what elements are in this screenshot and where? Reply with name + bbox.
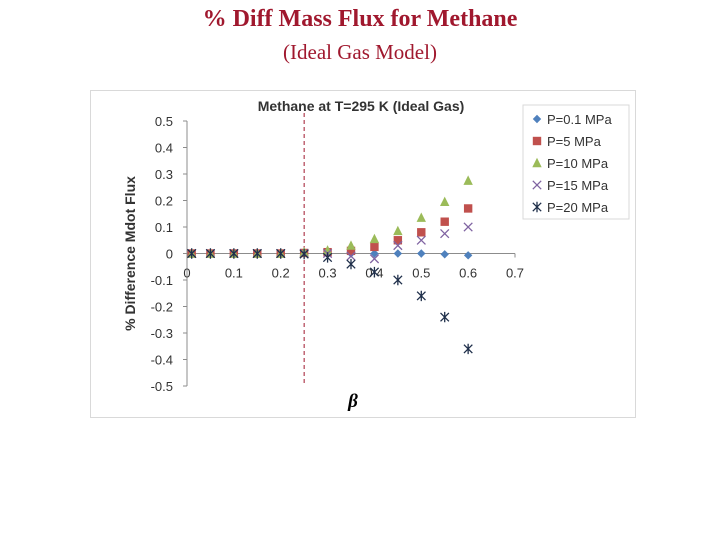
legend-box xyxy=(522,104,630,220)
data-point-series-2 xyxy=(417,228,426,237)
data-point-series-2 xyxy=(370,242,379,252)
x-tick-label: 0 xyxy=(183,266,190,281)
data-point-series-4 xyxy=(369,254,380,264)
legend-marker-4 xyxy=(532,180,542,190)
data-point-series-4 xyxy=(463,222,473,232)
x-tick-label: 0.7 xyxy=(506,266,524,281)
data-point-series-5 xyxy=(346,258,356,270)
legend-label-2: P=5 MPa xyxy=(547,134,602,149)
data-point-series-4 xyxy=(440,228,450,239)
x-tick-label: 0.5 xyxy=(412,266,430,281)
x-tick-label: 0.3 xyxy=(319,266,337,281)
data-point-series-2 xyxy=(463,204,473,213)
data-point-series-3 xyxy=(440,196,450,207)
data-point-series-3 xyxy=(416,212,426,222)
slide-title: % Diff Mass Flux for Methane xyxy=(202,6,518,32)
y-tick-label: 0.1 xyxy=(155,220,173,235)
data-point-series-5 xyxy=(252,248,262,259)
y-tick-label: -0.2 xyxy=(151,300,173,315)
y-axis-title: % Difference Mdot Flux xyxy=(122,176,138,331)
data-point-series-2 xyxy=(393,236,403,245)
data-point-series-5 xyxy=(299,248,309,260)
y-tick-label: 0.3 xyxy=(155,167,173,182)
x-axis-title: β xyxy=(347,391,358,412)
data-point-series-5 xyxy=(187,248,197,259)
legend-marker-2 xyxy=(532,136,542,146)
data-point-series-1 xyxy=(440,250,449,259)
x-tick-label: 0.1 xyxy=(225,266,243,281)
legend-label-4: P=15 MPa xyxy=(547,178,609,193)
data-point-series-5 xyxy=(322,252,333,263)
data-point-series-1 xyxy=(463,251,473,260)
y-tick-label: 0 xyxy=(166,247,173,262)
legend-marker-3 xyxy=(532,157,542,168)
y-tick-label: 0.5 xyxy=(155,114,173,129)
scatter-chart: Methane at T=295 K (Ideal Gas) 0.5 0.4 0.3 0… xyxy=(122,98,630,412)
slide-subtitle: (Ideal Gas Model) xyxy=(283,40,437,64)
data-point-series-5 xyxy=(393,274,403,286)
data-point-series-3 xyxy=(463,175,473,185)
y-tick-label: 0.4 xyxy=(155,141,173,156)
data-point-series-2 xyxy=(346,246,356,256)
data-point-series-5 xyxy=(440,311,450,323)
y-tick-label: -0.5 xyxy=(151,379,173,394)
data-point-series-5 xyxy=(416,290,426,302)
data-point-series-4 xyxy=(346,251,356,261)
y-tick-label: -0.3 xyxy=(151,326,173,341)
x-tick-label: 0.2 xyxy=(272,266,290,281)
y-tick-label: 0.2 xyxy=(155,194,173,209)
y-tick-label: -0.1 xyxy=(151,273,173,288)
data-point-series-3 xyxy=(346,240,356,250)
y-tick-label: -0.4 xyxy=(151,353,173,368)
data-point-series-5 xyxy=(463,343,473,355)
data-point-series-4 xyxy=(416,235,426,245)
legend-marker-5 xyxy=(532,201,542,213)
data-point-series-1 xyxy=(417,249,426,258)
data-point-series-5 xyxy=(229,248,239,259)
data-point-series-5 xyxy=(205,248,216,259)
data-point-series-2 xyxy=(440,217,449,226)
data-point-series-3 xyxy=(393,225,403,236)
chart-frame: Methane at T=295 K (Ideal Gas) 0.5 0.4 0.3 0… xyxy=(90,90,636,418)
data-point-series-3 xyxy=(369,233,380,244)
data-point-series-4 xyxy=(393,240,403,251)
legend-label-1: P=0.1 MPa xyxy=(547,112,612,127)
legend-label-3: P=10 MPa xyxy=(547,156,609,171)
chart-title: Methane at T=295 K (Ideal Gas) xyxy=(258,98,465,114)
data-point-series-1 xyxy=(370,249,379,258)
x-tick-label: 0.6 xyxy=(459,266,477,281)
legend-marker-1 xyxy=(532,114,542,124)
data-point-series-5 xyxy=(276,248,286,259)
data-point-series-3 xyxy=(322,245,333,255)
data-point-series-5 xyxy=(369,266,380,278)
data-point-series-1 xyxy=(393,249,403,258)
legend-label-5: P=20 MPa xyxy=(547,200,609,215)
